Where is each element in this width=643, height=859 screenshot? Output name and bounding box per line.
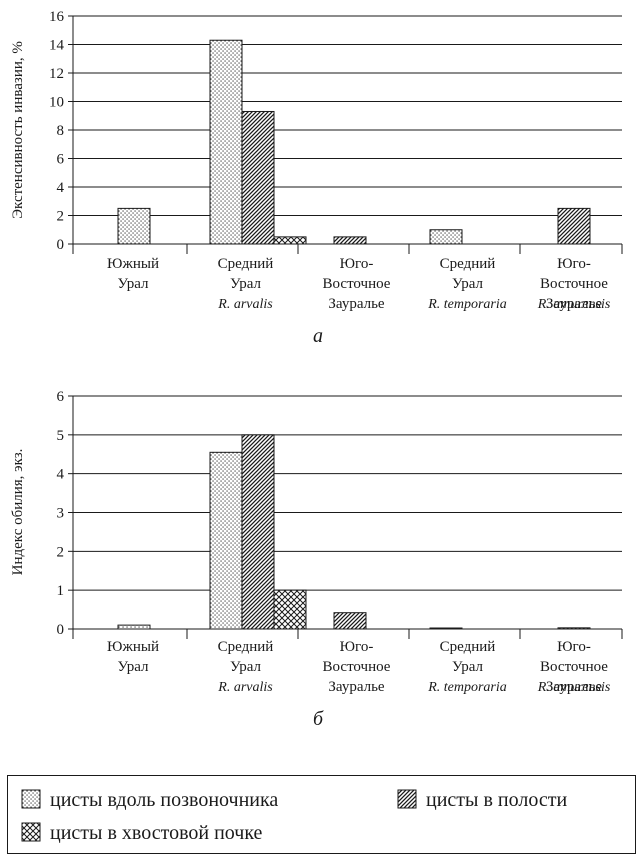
legend-label-spine: цисты вдоль позвоночника bbox=[50, 789, 278, 811]
x-category-label: Урал bbox=[117, 276, 149, 292]
species-label: R. amurensis bbox=[537, 680, 611, 695]
y-tick-label: 0 bbox=[57, 237, 65, 253]
bar-spine-2 bbox=[209, 39, 243, 245]
species-label: R. temporaria bbox=[427, 297, 507, 312]
y-tick-label: 8 bbox=[57, 123, 65, 139]
species-label: R. arvalis bbox=[217, 297, 273, 312]
y-tick-label: 2 bbox=[57, 209, 65, 225]
x-category-label: Юго- bbox=[340, 256, 374, 272]
bar-cavity-3 bbox=[333, 612, 367, 630]
legend-label-cavity: цисты в полости bbox=[426, 789, 567, 811]
bar-cavity-5 bbox=[557, 627, 591, 630]
species-label: R. arvalis bbox=[217, 680, 273, 695]
x-category-label: Урал bbox=[452, 659, 484, 675]
bar-spine-1 bbox=[117, 624, 151, 630]
x-category-label: Южный bbox=[107, 639, 159, 655]
y-tick-label: 4 bbox=[57, 180, 65, 196]
x-category-label: Средний bbox=[440, 256, 496, 272]
y-axis-title: Экстенсивность инвазии, % bbox=[10, 41, 26, 219]
x-category-label: Восточное bbox=[323, 659, 391, 675]
legend-frame bbox=[7, 775, 636, 854]
x-category-label: Восточное bbox=[323, 276, 391, 292]
panel-label: б bbox=[313, 708, 324, 730]
x-category-label: Урал bbox=[452, 276, 484, 292]
y-tick-label: 5 bbox=[57, 428, 65, 444]
chart-panel-a: 0 2 4 6 8 10 12 14 16 Южный Урал Средний Урал Юго- Вос… bbox=[10, 9, 623, 347]
y-tick-label: 6 bbox=[57, 389, 65, 405]
x-category-label: Урал bbox=[230, 276, 262, 292]
bar-tail-2 bbox=[273, 236, 307, 245]
bar-cavity-5 bbox=[557, 207, 591, 245]
chart-panel-b: 0 1 2 3 4 5 6 Южный Урал Средний Урал Юго- Восточное… bbox=[10, 389, 623, 730]
species-label: R. amurensis bbox=[537, 297, 611, 312]
x-category-label: Зауралье bbox=[328, 679, 385, 695]
legend-label-tail: цисты в хвостовой почке bbox=[50, 822, 263, 844]
species-label: R. temporaria bbox=[427, 680, 507, 695]
legend-swatch-tail bbox=[21, 822, 41, 842]
y-axis-title: Индекс обилия, экз. bbox=[10, 449, 26, 576]
y-tick-label: 4 bbox=[57, 467, 65, 483]
x-category-label: Средний bbox=[218, 639, 274, 655]
bar-spine-4 bbox=[429, 627, 463, 630]
x-category-label: Зауралье bbox=[546, 679, 603, 695]
x-category-label: Зауралье bbox=[328, 296, 385, 312]
y-tick-label: 2 bbox=[57, 544, 65, 560]
bar-cavity-3 bbox=[333, 236, 367, 245]
bar-spine-1 bbox=[117, 207, 151, 245]
x-category-label: Восточное bbox=[540, 659, 608, 675]
legend-swatch-cavity bbox=[397, 789, 417, 809]
x-category-label: Юго- bbox=[557, 256, 591, 272]
panel-label: а bbox=[313, 325, 323, 347]
x-category-label: Средний bbox=[218, 256, 274, 272]
legend: цисты вдоль позвоночника цисты в полости… bbox=[7, 775, 636, 854]
y-tick-label: 10 bbox=[49, 95, 64, 111]
x-category-label: Восточное bbox=[540, 276, 608, 292]
y-tick-label: 16 bbox=[49, 9, 65, 25]
y-tick-label: 1 bbox=[57, 583, 65, 599]
x-category-label: Урал bbox=[230, 659, 262, 675]
x-category-label: Урал bbox=[117, 659, 149, 675]
bar-tail-2 bbox=[273, 589, 307, 630]
y-tick-label: 14 bbox=[49, 38, 65, 54]
y-tick-label: 3 bbox=[57, 506, 65, 522]
bar-spine-2 bbox=[209, 451, 243, 630]
x-category-label: Юго- bbox=[340, 639, 374, 655]
y-tick-label: 6 bbox=[57, 152, 65, 168]
x-category-label: Южный bbox=[107, 256, 159, 272]
legend-swatch-spine bbox=[21, 789, 41, 809]
bar-spine-4 bbox=[429, 229, 463, 245]
y-tick-label: 12 bbox=[49, 66, 64, 82]
x-category-label: Зауралье bbox=[546, 296, 603, 312]
x-category-label: Юго- bbox=[557, 639, 591, 655]
bar-cavity-2 bbox=[241, 110, 275, 245]
bar-cavity-2 bbox=[241, 434, 275, 630]
y-tick-label: 0 bbox=[57, 622, 65, 638]
x-category-label: Средний bbox=[440, 639, 496, 655]
